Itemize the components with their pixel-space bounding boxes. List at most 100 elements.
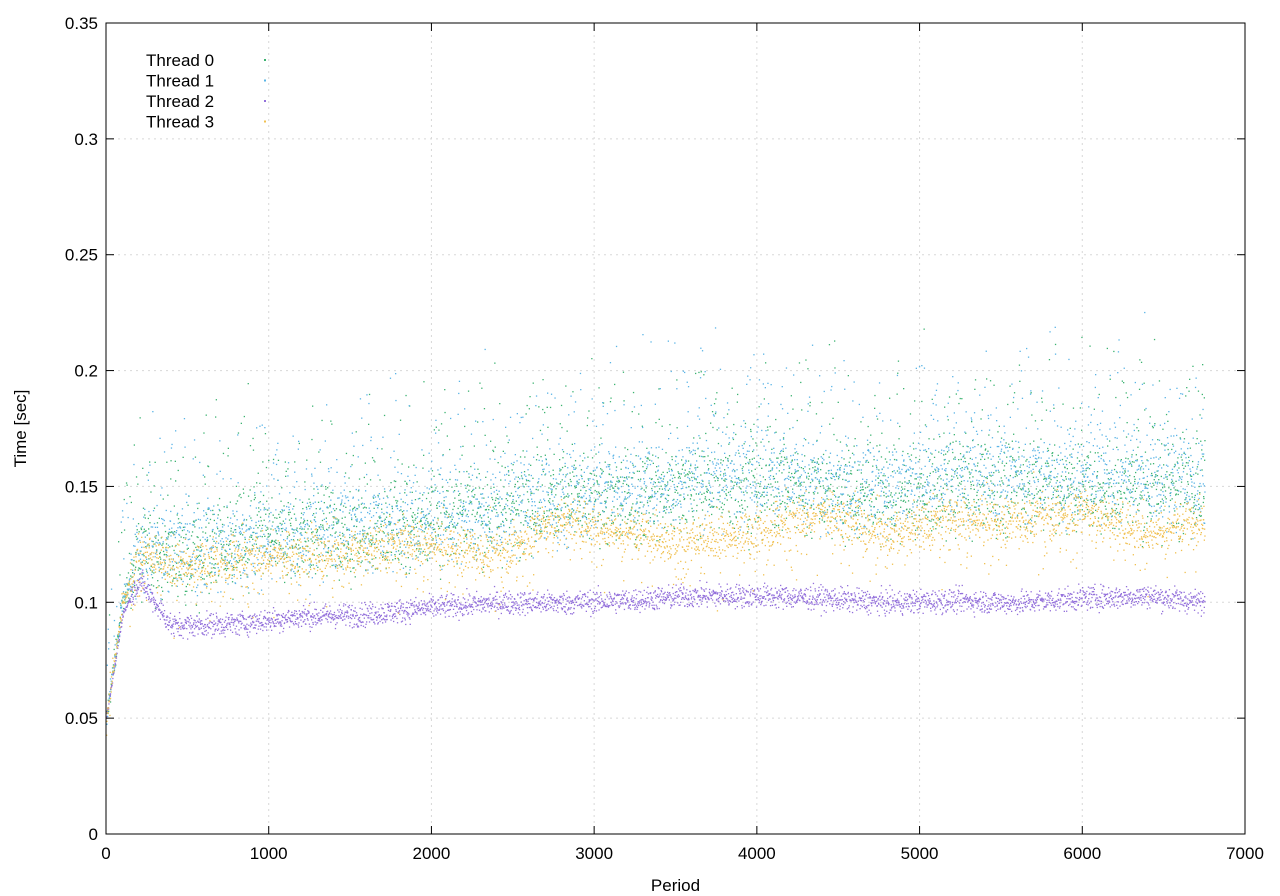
data-point xyxy=(615,469,617,472)
data-point xyxy=(653,520,655,522)
data-point xyxy=(713,505,715,508)
data-point xyxy=(299,547,301,549)
data-point xyxy=(478,473,480,475)
data-point xyxy=(1084,488,1086,490)
data-point xyxy=(489,522,491,524)
data-point xyxy=(617,487,619,489)
data-point xyxy=(261,536,263,538)
data-point xyxy=(469,500,471,502)
data-point xyxy=(577,520,580,522)
data-point xyxy=(320,524,322,526)
data-point xyxy=(657,457,659,459)
data-point xyxy=(517,476,519,478)
data-point xyxy=(387,497,389,499)
data-point xyxy=(272,565,274,567)
data-point xyxy=(734,481,736,483)
data-point xyxy=(592,420,594,422)
data-point xyxy=(248,528,251,530)
data-point xyxy=(626,483,628,486)
data-point xyxy=(214,532,216,534)
data-point xyxy=(943,454,945,456)
data-point xyxy=(124,597,126,599)
data-point xyxy=(786,461,789,464)
data-point xyxy=(180,574,182,576)
data-point xyxy=(485,476,487,478)
data-point xyxy=(443,503,445,505)
data-point xyxy=(888,502,890,504)
data-point xyxy=(841,486,843,488)
data-point xyxy=(377,504,379,507)
data-point xyxy=(123,583,126,585)
data-point xyxy=(608,466,610,468)
data-point xyxy=(286,556,288,559)
data-point xyxy=(1104,505,1106,507)
data-point xyxy=(765,464,767,466)
data-point xyxy=(145,568,147,570)
data-point xyxy=(337,535,339,538)
data-point xyxy=(310,506,312,508)
data-point xyxy=(936,494,938,496)
data-point xyxy=(256,427,258,429)
data-point xyxy=(562,529,565,531)
data-point xyxy=(211,546,213,548)
data-point xyxy=(603,511,605,513)
data-point xyxy=(744,500,746,502)
data-point xyxy=(269,534,271,536)
data-point xyxy=(657,490,659,493)
data-point xyxy=(1125,436,1128,438)
data-point xyxy=(882,481,884,483)
data-point xyxy=(938,476,940,478)
data-point xyxy=(236,510,238,513)
data-point xyxy=(606,413,609,415)
data-point xyxy=(316,529,319,531)
data-point xyxy=(643,534,646,536)
data-point xyxy=(644,470,646,472)
data-point xyxy=(636,536,638,538)
data-point xyxy=(388,503,391,506)
data-point xyxy=(216,473,218,475)
data-point xyxy=(408,524,410,526)
data-point xyxy=(516,413,518,415)
data-point xyxy=(148,471,150,474)
data-point xyxy=(711,411,714,413)
data-point xyxy=(288,519,291,521)
data-point xyxy=(944,510,946,513)
data-point xyxy=(375,501,377,503)
data-point xyxy=(547,500,550,502)
data-point xyxy=(725,456,727,459)
data-point xyxy=(220,553,222,555)
data-point xyxy=(267,536,269,538)
data-point xyxy=(170,535,172,537)
data-point xyxy=(1060,502,1062,504)
data-point xyxy=(368,527,370,530)
data-point xyxy=(338,579,340,581)
data-point xyxy=(168,531,170,533)
data-point xyxy=(771,467,774,469)
data-point xyxy=(925,450,928,453)
data-point xyxy=(878,469,880,471)
data-point xyxy=(747,526,749,528)
data-point xyxy=(620,485,623,488)
data-point xyxy=(1029,443,1031,445)
data-point xyxy=(328,525,331,527)
data-point xyxy=(618,456,620,458)
data-point xyxy=(626,476,628,478)
data-point xyxy=(562,457,564,459)
data-point xyxy=(452,508,454,511)
data-point xyxy=(234,535,236,537)
data-point xyxy=(401,532,404,534)
data-point xyxy=(557,508,559,511)
data-point xyxy=(361,502,364,504)
data-point xyxy=(484,531,486,533)
data-point xyxy=(434,484,436,486)
data-point xyxy=(1105,501,1107,503)
data-point xyxy=(511,502,513,504)
data-point xyxy=(273,548,276,551)
data-point xyxy=(1120,490,1122,493)
data-point xyxy=(588,495,591,497)
data-point xyxy=(725,493,727,495)
data-point xyxy=(342,505,345,507)
data-point xyxy=(1200,515,1202,517)
data-point xyxy=(539,525,541,527)
data-point xyxy=(647,522,650,524)
